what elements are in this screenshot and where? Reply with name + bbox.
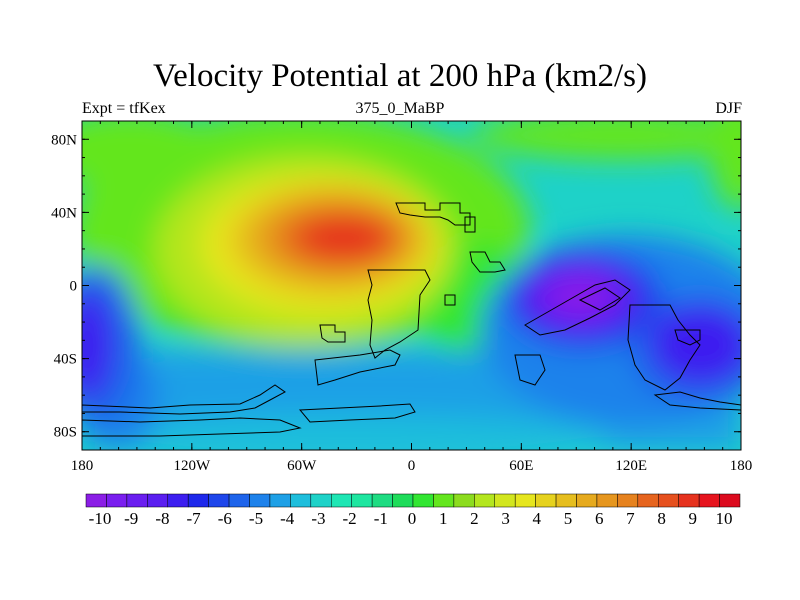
x-tick-label: 120W [173, 458, 211, 474]
colorbar-swatch [719, 493, 741, 508]
colorbar-swatch [433, 493, 455, 508]
y-tick-label: 40N [51, 205, 77, 221]
colorbar-swatch [167, 493, 189, 508]
colorbar-swatch [85, 493, 107, 508]
colorbar-swatch [698, 493, 720, 508]
period-label: 375_0_MaBP [355, 100, 445, 117]
contour-field [82, 121, 741, 450]
colorbar-swatch [617, 493, 639, 508]
colorbar-swatch [331, 493, 352, 508]
colorbar-swatch [106, 493, 128, 508]
colorbar-swatch [474, 493, 495, 508]
colorbar: -10 -9 -8 -7 -6 -5 -4 -3 -2 -1 0 1 2 3 4 5 6 7 8 9 10 [85, 493, 741, 528]
colorbar-swatch [678, 493, 700, 508]
colorbar-label: 5 [564, 509, 573, 528]
colorbar-label: 0 [408, 509, 417, 528]
colorbar-label: 10 [716, 509, 733, 528]
colorbar-label: -8 [155, 509, 169, 528]
colorbar-swatch [187, 493, 209, 508]
colorbar-label: 4 [533, 509, 542, 528]
x-tick-label: 60E [509, 458, 533, 474]
y-tick-label: 80S [54, 425, 77, 441]
x-axis: 180 120W 60W 0 60E 120E 180 [71, 121, 753, 474]
colorbar-swatch [514, 493, 536, 508]
colorbar-swatch [208, 493, 230, 508]
x-tick-label: 60W [287, 458, 317, 474]
colorbar-swatch [494, 493, 516, 508]
colorbar-swatch [249, 493, 271, 508]
colorbar-label: 3 [501, 509, 510, 528]
colorbar-label: 7 [626, 509, 635, 528]
colorbar-label: -6 [218, 509, 232, 528]
colorbar-label: 1 [439, 509, 448, 528]
colorbar-swatch [535, 493, 557, 508]
y-tick-label: 40S [54, 352, 77, 368]
colorbar-swatch [637, 493, 659, 508]
colorbar-swatch [228, 493, 250, 508]
y-axis: 80N 40N 0 40S 80S [51, 120, 741, 451]
colorbar-swatch [596, 493, 618, 508]
colorbar-label: -10 [89, 509, 112, 528]
colorbar-swatch [392, 493, 414, 508]
colorbar-label: -5 [249, 509, 263, 528]
y-tick-label: 0 [70, 279, 78, 295]
coastlines [82, 202, 741, 437]
x-tick-label: 120E [615, 458, 647, 474]
colorbar-label: 9 [689, 509, 698, 528]
colorbar-swatch [658, 493, 679, 508]
colorbar-label: -4 [280, 509, 295, 528]
colorbar-swatch [555, 493, 577, 508]
experiment-label: Expt = tfKex [82, 100, 166, 117]
colorbar-label: -7 [187, 509, 202, 528]
colorbar-label: -1 [374, 509, 388, 528]
colorbar-label: 8 [657, 509, 666, 528]
colorbar-label: -3 [311, 509, 325, 528]
colorbar-swatch [412, 493, 434, 508]
colorbar-swatch [310, 493, 332, 508]
colorbar-swatch [371, 493, 393, 508]
chart-title: Velocity Potential at 200 hPa (km2/s) [152, 58, 648, 94]
x-tick-label: 180 [71, 458, 94, 474]
colorbar-swatch [147, 493, 168, 508]
colorbar-swatch [576, 493, 598, 508]
colorbar-swatch [290, 493, 312, 508]
colorbar-swatch [269, 493, 291, 508]
colorbar-swatch [351, 493, 373, 508]
colorbar-label: -2 [343, 509, 357, 528]
colorbar-label: -9 [124, 509, 138, 528]
x-tick-label: 180 [730, 458, 753, 474]
colorbar-swatch [126, 493, 148, 508]
colorbar-label: 2 [470, 509, 479, 528]
colorbar-swatch [453, 493, 475, 508]
season-label: DJF [715, 100, 742, 117]
x-tick-label: 0 [408, 458, 416, 474]
colorbar-label: 6 [595, 509, 604, 528]
y-tick-label: 80N [51, 132, 77, 148]
